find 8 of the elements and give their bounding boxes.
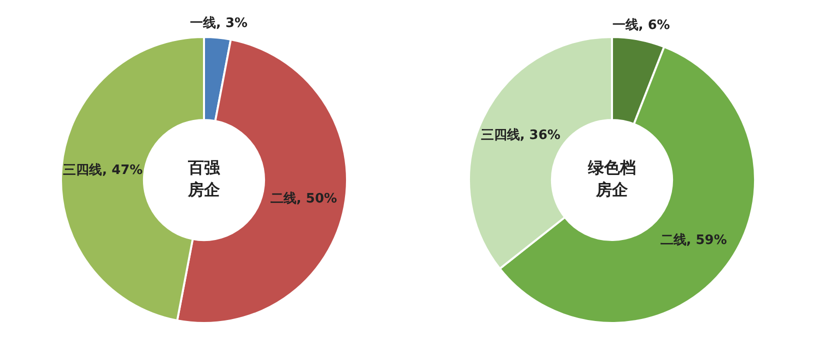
slice-label: 三四线, 47% xyxy=(63,162,143,178)
slice-label: 三四线, 36% xyxy=(480,128,560,144)
slice-label: 二线, 59% xyxy=(660,232,727,248)
slice-label: 一线, 6% xyxy=(612,18,670,34)
slice-label: 一线, 3% xyxy=(190,16,248,32)
slice-label: 二线, 50% xyxy=(270,191,338,206)
text: 绿色档房企 xyxy=(587,158,636,200)
text: 百强房企 xyxy=(187,158,221,200)
